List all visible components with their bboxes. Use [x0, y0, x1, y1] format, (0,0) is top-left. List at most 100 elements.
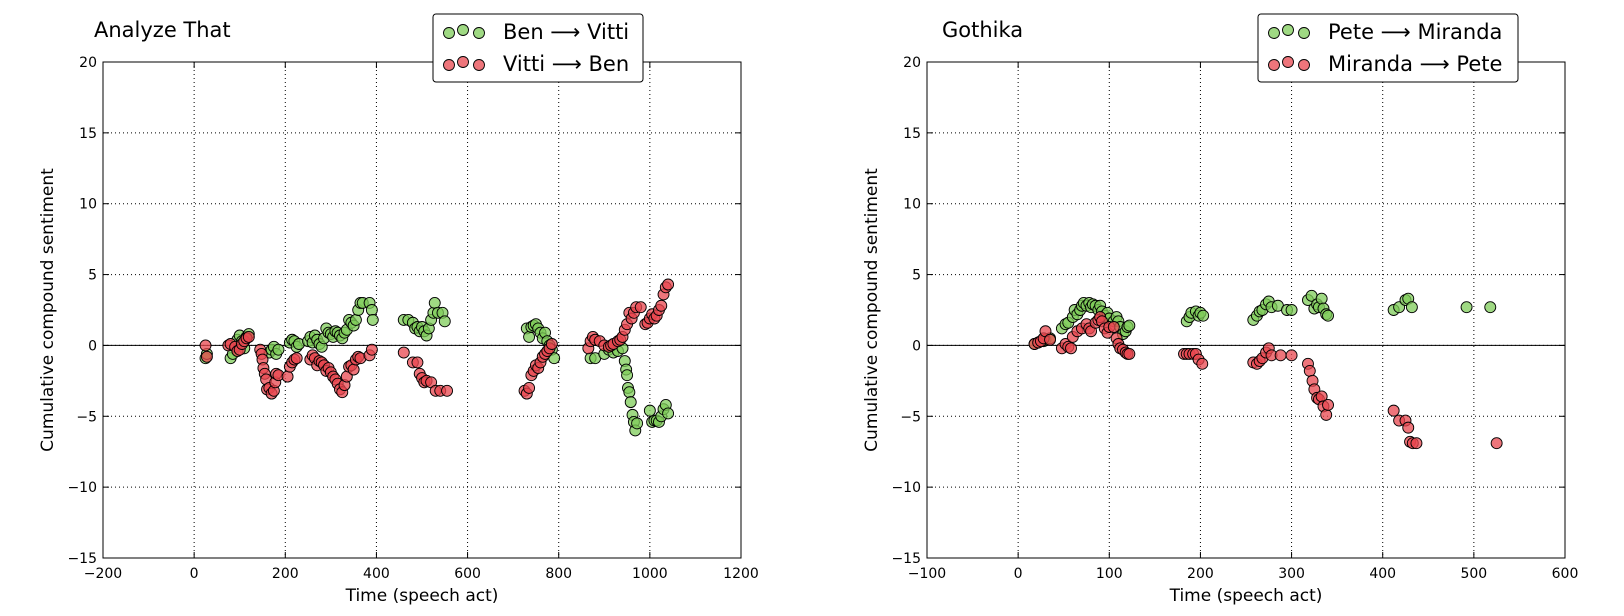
data-point	[634, 301, 647, 314]
legend: Ben ⟶ Vitti Vitti ⟶ Ben	[432, 13, 644, 83]
y-tick-label: 10	[903, 197, 921, 213]
panel-title: Analyze That	[94, 18, 231, 42]
data-point	[1065, 342, 1077, 355]
legend-label-series-2: Vitti ⟶ Ben	[503, 52, 629, 76]
data-point	[272, 343, 285, 356]
data-point	[1320, 408, 1333, 421]
legend-markers-series-1	[443, 24, 485, 39]
data-point	[1387, 404, 1400, 417]
axis-ticks	[102, 61, 742, 559]
data-point	[1303, 364, 1316, 377]
data-point	[523, 330, 536, 343]
panel-gothika: Gothika −100 0 100 200 300 400 500 600 −15−10−5…	[862, 13, 1579, 606]
x-tick-label: 600	[454, 566, 481, 582]
data-point	[242, 330, 255, 343]
y-tick-label: −15	[891, 551, 921, 567]
legend-marker	[473, 27, 485, 39]
data-point	[1460, 301, 1473, 314]
y-tick-label: 5	[912, 268, 921, 284]
series-1	[199, 296, 675, 437]
y-tick-label: 20	[903, 55, 921, 71]
data-point	[1123, 347, 1136, 360]
y-tick-label: −10	[891, 480, 921, 496]
legend-markers-series-2	[443, 56, 485, 71]
data-point	[1322, 309, 1334, 322]
legend-marker	[1298, 59, 1310, 71]
data-point	[290, 352, 303, 365]
y-tick-labels: −15 −10 −5 0 5 10 15 20	[67, 55, 97, 567]
legend: Pete ⟶ Miranda Miranda ⟶ Pete	[1257, 13, 1519, 83]
x-tick-label: −200	[84, 566, 122, 582]
y-tick-label: −15	[67, 551, 97, 567]
x-tick-label: 300	[1278, 566, 1305, 582]
x-tick-label: 200	[272, 566, 299, 582]
x-axis-label: Time (speech act)	[345, 586, 499, 606]
x-tick-label: 0	[1014, 566, 1023, 582]
data-point	[1405, 301, 1418, 314]
legend-box	[432, 13, 644, 83]
legend-marker	[443, 27, 455, 39]
data-point	[199, 339, 212, 352]
data-point	[1322, 398, 1334, 411]
x-tick-labels: −200 0 200 400 600 800 1000 1200	[84, 566, 759, 582]
x-tick-label: 400	[1369, 566, 1396, 582]
data-point	[523, 381, 536, 394]
x-tick-label: 100	[1096, 566, 1123, 582]
x-tick-label: 400	[363, 566, 390, 582]
series-2	[1028, 311, 1503, 450]
data-point	[545, 338, 558, 350]
data-point	[411, 356, 424, 369]
data-point	[281, 370, 294, 383]
legend-markers-series-2	[1268, 56, 1310, 71]
x-tick-labels: −100 0 100 200 300 400 500 600	[908, 566, 1579, 582]
data-point	[1490, 437, 1503, 450]
data-point	[438, 315, 451, 328]
x-tick-label: −100	[908, 566, 946, 582]
legend-label-series-1: Ben ⟶ Vitti	[503, 20, 629, 44]
legend-marker	[443, 59, 455, 71]
panel-analyze-that: Analyze That −200 0 200 400 600 800 1000 1200 −…	[38, 13, 759, 606]
legend-box	[1257, 13, 1519, 83]
y-tick-labels: −15 −10 −5 0 5 10 15 20	[891, 55, 921, 567]
y-tick-label: −5	[76, 409, 97, 425]
y-tick-label: 0	[88, 338, 97, 354]
data-points	[1028, 289, 1503, 450]
y-axis-label: Cumulative compound sentiment	[862, 168, 882, 452]
data-point	[366, 313, 379, 326]
legend-marker	[1268, 27, 1280, 39]
legend-marker	[1298, 27, 1310, 39]
legend-marker	[473, 59, 485, 71]
data-point	[623, 386, 636, 399]
y-tick-label: 15	[903, 126, 921, 142]
data-point	[662, 278, 675, 291]
data-point	[428, 296, 441, 309]
data-point	[1123, 319, 1136, 332]
y-axis-label: Cumulative compound sentiment	[38, 168, 58, 452]
panel-title: Gothika	[942, 18, 1023, 42]
data-point	[1196, 357, 1209, 370]
y-tick-label: −5	[900, 409, 921, 425]
data-point	[1107, 321, 1120, 333]
x-tick-label: 1200	[723, 566, 759, 582]
data-point	[365, 304, 378, 316]
data-point	[1197, 309, 1210, 322]
axis-ticks	[926, 61, 1566, 559]
data-point	[624, 396, 637, 409]
data-point	[1410, 437, 1423, 450]
data-point	[1402, 421, 1415, 434]
legend-marker	[457, 24, 469, 36]
plot-frame	[926, 61, 1566, 559]
y-tick-label: 15	[79, 126, 97, 142]
y-tick-label: 10	[79, 197, 97, 213]
y-tick-label: −10	[67, 480, 97, 496]
data-point	[349, 313, 362, 326]
y-tick-label: 20	[79, 55, 97, 71]
data-point	[1274, 349, 1287, 362]
y-tick-label: 5	[88, 268, 97, 284]
legend-label-series-1: Pete ⟶ Miranda	[1328, 20, 1502, 44]
x-tick-label: 600	[1552, 566, 1579, 582]
legend-label-series-2: Miranda ⟶ Pete	[1328, 52, 1502, 76]
x-tick-label: 200	[1187, 566, 1214, 582]
x-axis-label: Time (speech act)	[1169, 586, 1323, 606]
data-point	[631, 417, 644, 430]
